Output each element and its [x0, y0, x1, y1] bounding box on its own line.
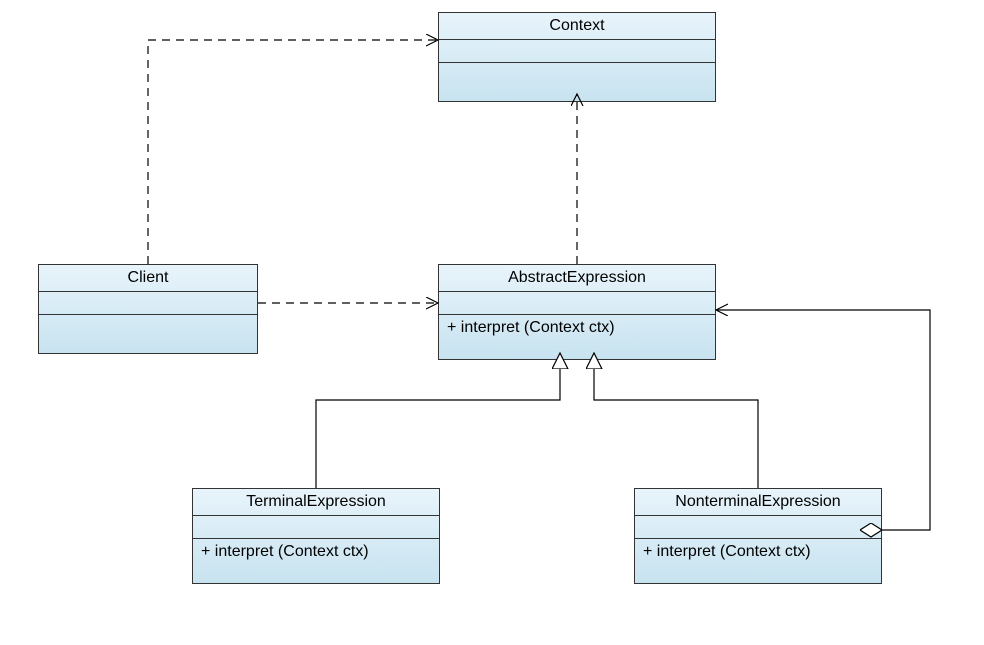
diagram-connectors	[0, 0, 984, 645]
agg-nonterminal-abstract	[716, 310, 930, 530]
gen-terminal-abstract	[316, 354, 560, 488]
dep-client-context	[148, 40, 438, 264]
gen-nonterminal-abstract	[594, 354, 758, 488]
